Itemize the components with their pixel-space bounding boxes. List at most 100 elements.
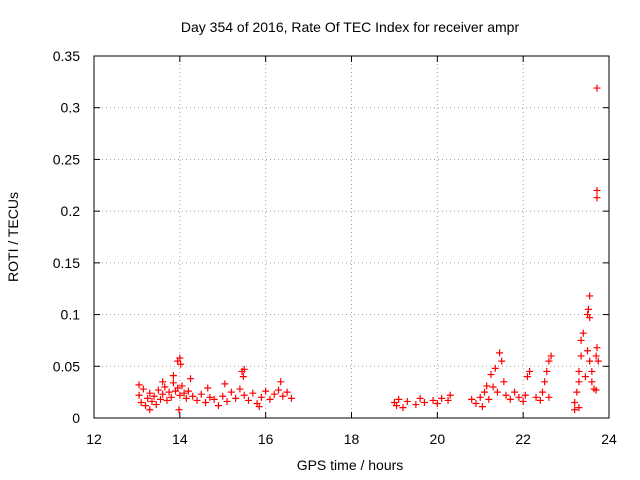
data-point — [476, 393, 484, 401]
data-point — [176, 391, 184, 399]
data-point — [176, 354, 184, 362]
data-point — [197, 390, 205, 398]
x-tick-label: 14 — [172, 431, 188, 447]
data-point — [148, 397, 156, 405]
data-point — [255, 403, 263, 411]
data-point — [498, 357, 506, 365]
y-tick-label: 0.3 — [61, 100, 81, 116]
data-point — [481, 388, 489, 396]
data-point — [523, 373, 531, 381]
data-point — [240, 365, 248, 373]
data-point — [240, 391, 248, 399]
data-point — [182, 394, 190, 402]
data-point — [521, 391, 529, 399]
data-point — [519, 397, 527, 405]
data-point — [221, 380, 229, 388]
data-point — [575, 367, 583, 375]
data-point — [193, 396, 201, 404]
x-tick-label: 20 — [430, 431, 446, 447]
data-point — [214, 402, 222, 410]
data-point — [146, 406, 154, 414]
y-tick-label: 0.35 — [53, 48, 80, 64]
data-point — [575, 404, 583, 412]
plot-frame — [93, 55, 610, 419]
y-axis-label: ROTI / TECUs — [5, 192, 21, 282]
data-point — [287, 394, 295, 402]
data-point — [202, 398, 210, 406]
data-point — [446, 391, 454, 399]
data-point — [146, 389, 154, 397]
data-point — [506, 395, 514, 403]
data-point — [180, 389, 188, 397]
data-point — [169, 379, 177, 387]
x-tick-label: 12 — [86, 431, 102, 447]
data-point — [154, 386, 162, 394]
data-point — [219, 392, 227, 400]
data-point — [577, 336, 585, 344]
data-point — [150, 392, 158, 400]
data-point — [393, 402, 401, 410]
data-point — [547, 352, 555, 360]
data-point — [210, 395, 218, 403]
data-point — [135, 391, 143, 399]
data-point — [227, 388, 235, 396]
data-point — [532, 393, 540, 401]
data-point — [232, 394, 240, 402]
data-point — [586, 357, 594, 365]
data-point — [515, 393, 523, 401]
data-point — [204, 384, 212, 392]
data-point — [137, 398, 145, 406]
data-point — [174, 384, 182, 392]
y-tick-label: 0.05 — [53, 358, 80, 374]
data-point — [588, 367, 596, 375]
data-point — [538, 388, 546, 396]
data-point — [245, 396, 252, 404]
data-point — [157, 395, 165, 403]
data-point — [579, 329, 587, 337]
data-point — [594, 357, 602, 365]
data-point — [206, 393, 214, 401]
data-point — [249, 389, 257, 397]
data-point — [536, 396, 544, 404]
data-point — [283, 388, 291, 396]
data-point — [187, 375, 195, 383]
data-point — [502, 391, 510, 399]
data-point — [175, 406, 183, 414]
data-point — [438, 394, 446, 402]
data-point — [485, 395, 493, 403]
data-point — [491, 364, 499, 372]
data-point — [489, 383, 497, 391]
data-point — [257, 393, 265, 401]
data-point — [592, 386, 600, 394]
chart-title: Day 354 of 2016, Rate Of TEC Index for r… — [181, 19, 520, 35]
data-point — [236, 385, 244, 393]
data-point — [139, 385, 147, 393]
data-point — [584, 305, 592, 313]
data-point — [152, 401, 160, 409]
data-point — [545, 357, 553, 365]
data-point — [169, 372, 177, 380]
data-point — [493, 388, 501, 396]
x-tick-label: 22 — [515, 431, 531, 447]
data-point — [275, 386, 283, 394]
data-point — [159, 378, 167, 386]
data-point — [496, 349, 504, 357]
data-point — [571, 398, 579, 406]
data-point — [586, 314, 594, 322]
data-point — [433, 400, 441, 408]
data-point — [266, 395, 274, 403]
data-point — [593, 186, 601, 194]
data-point — [577, 352, 585, 360]
data-point — [159, 390, 167, 398]
data-point — [468, 395, 476, 403]
data-points — [135, 84, 602, 414]
data-point — [483, 382, 491, 390]
data-point — [541, 378, 549, 386]
data-point — [184, 387, 192, 395]
data-point — [277, 378, 285, 386]
y-tick-label: 0.25 — [53, 151, 80, 167]
data-point — [161, 383, 169, 391]
grid-layer — [94, 56, 609, 418]
data-point — [167, 393, 175, 401]
